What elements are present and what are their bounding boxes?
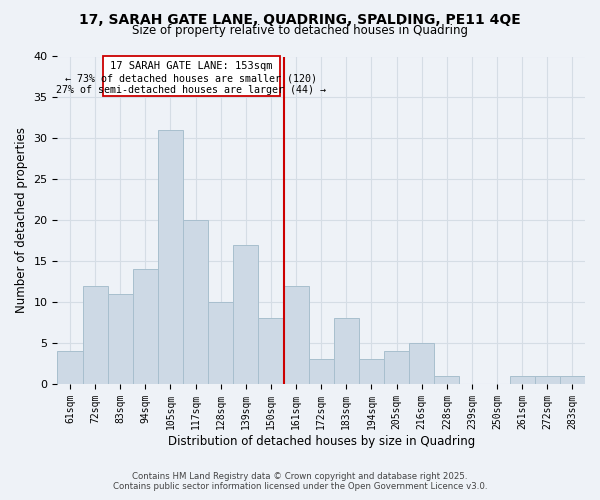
Text: 17, SARAH GATE LANE, QUADRING, SPALDING, PE11 4QE: 17, SARAH GATE LANE, QUADRING, SPALDING,… bbox=[79, 12, 521, 26]
Bar bbox=[434, 376, 460, 384]
Bar bbox=[183, 220, 208, 384]
Bar bbox=[509, 376, 535, 384]
Bar bbox=[208, 302, 233, 384]
Bar bbox=[284, 286, 308, 384]
Bar bbox=[233, 245, 259, 384]
Bar bbox=[384, 351, 409, 384]
Text: Contains HM Land Registry data © Crown copyright and database right 2025.
Contai: Contains HM Land Registry data © Crown c… bbox=[113, 472, 487, 491]
Bar bbox=[158, 130, 183, 384]
Y-axis label: Number of detached properties: Number of detached properties bbox=[15, 127, 28, 313]
Text: Size of property relative to detached houses in Quadring: Size of property relative to detached ho… bbox=[132, 24, 468, 37]
Bar bbox=[107, 294, 133, 384]
Bar bbox=[409, 343, 434, 384]
Bar bbox=[359, 360, 384, 384]
Bar bbox=[133, 270, 158, 384]
Text: 17 SARAH GATE LANE: 153sqm: 17 SARAH GATE LANE: 153sqm bbox=[110, 62, 272, 72]
Text: ← 73% of detached houses are smaller (120): ← 73% of detached houses are smaller (12… bbox=[65, 74, 317, 84]
Bar bbox=[308, 360, 334, 384]
Bar bbox=[560, 376, 585, 384]
Bar bbox=[535, 376, 560, 384]
X-axis label: Distribution of detached houses by size in Quadring: Distribution of detached houses by size … bbox=[167, 434, 475, 448]
Bar bbox=[83, 286, 107, 384]
Bar bbox=[259, 318, 284, 384]
Bar bbox=[58, 351, 83, 384]
Text: 27% of semi-detached houses are larger (44) →: 27% of semi-detached houses are larger (… bbox=[56, 85, 326, 95]
Bar bbox=[103, 56, 280, 96]
Bar bbox=[334, 318, 359, 384]
